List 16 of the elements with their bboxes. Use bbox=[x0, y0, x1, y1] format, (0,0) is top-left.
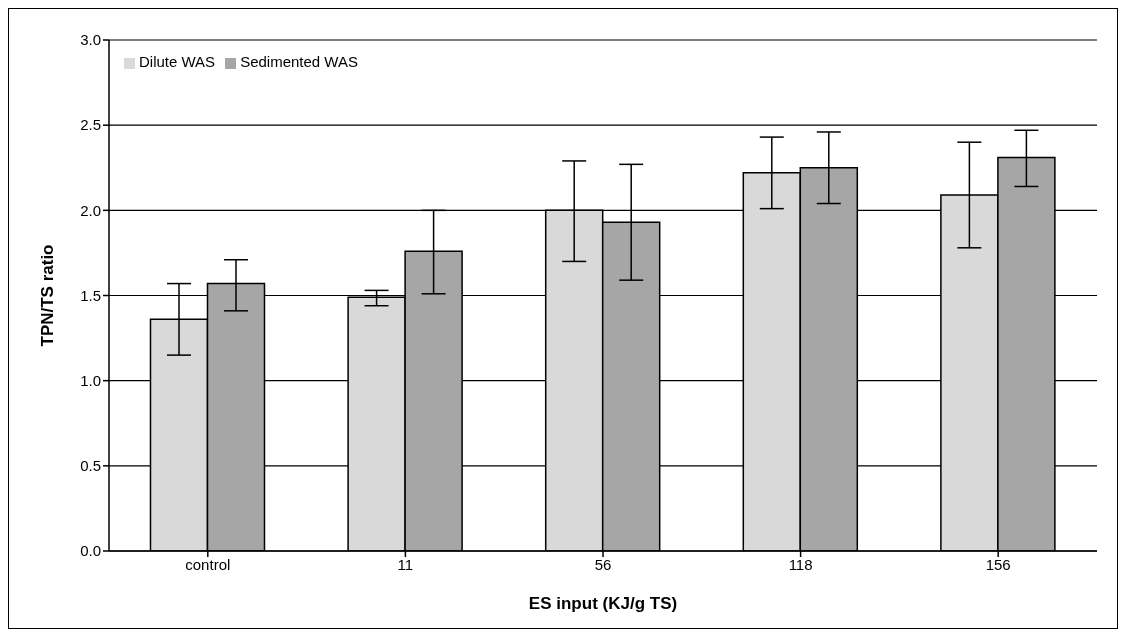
legend-label: Dilute WAS bbox=[139, 53, 216, 70]
x-tick-label: control bbox=[185, 555, 231, 573]
y-tick-label: 2.5 bbox=[80, 116, 101, 134]
y-tick-label: 2.0 bbox=[80, 201, 101, 219]
y-tick-label: 1.5 bbox=[80, 286, 101, 304]
x-axis-title: ES input (KJ/g TS) bbox=[528, 594, 678, 613]
x-tick-label: 118 bbox=[788, 555, 813, 573]
x-tick-label: 56 bbox=[594, 555, 612, 573]
y-tick-label: 3.0 bbox=[80, 31, 101, 49]
y-tick-label: 0.0 bbox=[80, 542, 101, 560]
legend-label: Sedimented WAS bbox=[240, 53, 358, 70]
x-tick-label: 156 bbox=[985, 555, 1011, 573]
x-tick-label: 11 bbox=[397, 555, 414, 573]
y-axis-title: TPN/TS ratio bbox=[38, 244, 58, 347]
y-tick-label: 1.0 bbox=[80, 371, 101, 389]
y-tick-label: 0.5 bbox=[80, 457, 101, 475]
